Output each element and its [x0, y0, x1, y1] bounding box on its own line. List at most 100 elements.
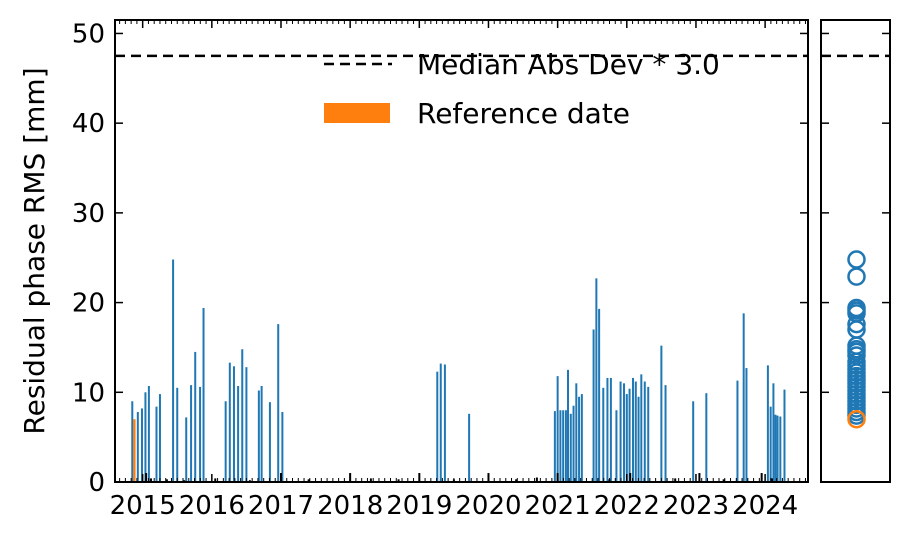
bar — [637, 396, 640, 482]
bar — [268, 402, 271, 482]
x-tick-label: 2021 — [525, 491, 591, 521]
bar-near-zero — [771, 478, 774, 482]
marginal-distribution-plot — [820, 19, 891, 483]
bar — [595, 278, 598, 482]
y-tick-label: 0 — [88, 468, 105, 498]
bar — [257, 390, 260, 482]
bar — [625, 394, 628, 482]
bar — [245, 367, 248, 482]
bar — [564, 410, 567, 482]
bar — [615, 410, 618, 482]
bar — [562, 410, 565, 482]
x-tick-label: 2015 — [110, 491, 176, 521]
bar — [769, 406, 772, 482]
x-tick-label: 2023 — [663, 491, 729, 521]
bar — [772, 383, 775, 482]
bar — [144, 392, 147, 482]
reference-bar — [133, 419, 136, 482]
bar — [623, 383, 626, 482]
bar — [766, 365, 769, 482]
marginal-reference-point — [847, 409, 866, 429]
bar — [224, 401, 227, 482]
bar — [779, 416, 782, 482]
x-tick-label: 2016 — [179, 491, 245, 521]
bar-near-zero — [149, 478, 152, 482]
bar — [692, 401, 695, 482]
bar-near-zero — [214, 478, 217, 482]
bar — [228, 362, 231, 482]
bar — [634, 381, 637, 482]
bar — [572, 405, 575, 482]
bar — [632, 377, 635, 482]
bar — [578, 396, 581, 482]
y-tick-label: 20 — [72, 289, 105, 319]
bar-near-zero — [722, 479, 725, 482]
bar — [241, 349, 244, 482]
bar — [705, 393, 708, 482]
bar — [232, 366, 235, 482]
bar — [592, 329, 595, 482]
x-tick-label: 2022 — [594, 491, 660, 521]
bar — [468, 413, 471, 482]
bar — [202, 307, 205, 482]
bar — [569, 413, 572, 482]
bar — [606, 377, 609, 482]
bar — [237, 386, 240, 482]
bar — [136, 412, 139, 482]
bar-near-zero — [515, 479, 518, 482]
x-tick-label: 2017 — [248, 491, 314, 521]
bar — [742, 313, 745, 482]
bar — [745, 368, 748, 482]
bar — [619, 381, 622, 482]
bar — [147, 386, 150, 482]
y-tick-label: 10 — [72, 378, 105, 408]
bar — [567, 369, 570, 482]
bar — [194, 351, 197, 482]
bar-near-zero — [629, 473, 632, 482]
bar-near-zero — [397, 479, 400, 482]
legend: Median Abs Dev * 3.0 Reference date — [324, 48, 720, 130]
y-axis-label: Residual phase RMS [mm] — [18, 67, 51, 434]
bar-near-zero — [698, 473, 701, 482]
bar — [439, 363, 442, 482]
bar — [281, 412, 284, 482]
marginal-point — [847, 267, 866, 286]
bar — [602, 387, 605, 482]
marginal-frame — [820, 19, 891, 483]
bar — [260, 386, 263, 482]
bar — [131, 401, 134, 482]
bar-near-zero — [165, 479, 168, 482]
bar — [185, 417, 188, 482]
bar — [664, 385, 667, 482]
x-tick-label: 2019 — [386, 491, 452, 521]
bar — [190, 385, 193, 482]
legend-threshold-label: Median Abs Dev * 3.0 — [417, 48, 720, 81]
y-tick-label: 30 — [72, 199, 105, 229]
y-tick-label: 40 — [72, 109, 105, 139]
bar — [176, 387, 179, 482]
legend-reference-swatch — [324, 103, 390, 123]
bar — [647, 386, 650, 482]
bar — [443, 364, 446, 482]
bar — [553, 411, 556, 482]
bar — [736, 380, 739, 482]
bar — [783, 389, 786, 482]
bar — [640, 374, 643, 482]
bar-near-zero — [145, 473, 148, 482]
bar-near-zero — [307, 479, 310, 482]
y-tick-label: 50 — [72, 19, 105, 49]
bar-near-zero — [369, 478, 372, 482]
plot-frame — [114, 19, 809, 483]
bar — [436, 371, 439, 482]
bar — [172, 259, 175, 482]
bar — [559, 410, 562, 482]
marginal-point — [847, 314, 866, 334]
bar — [774, 414, 777, 482]
bar — [609, 377, 612, 482]
bar — [140, 408, 143, 482]
bar — [660, 345, 663, 482]
x-tick-label: 2024 — [732, 491, 798, 521]
bar — [575, 383, 578, 482]
